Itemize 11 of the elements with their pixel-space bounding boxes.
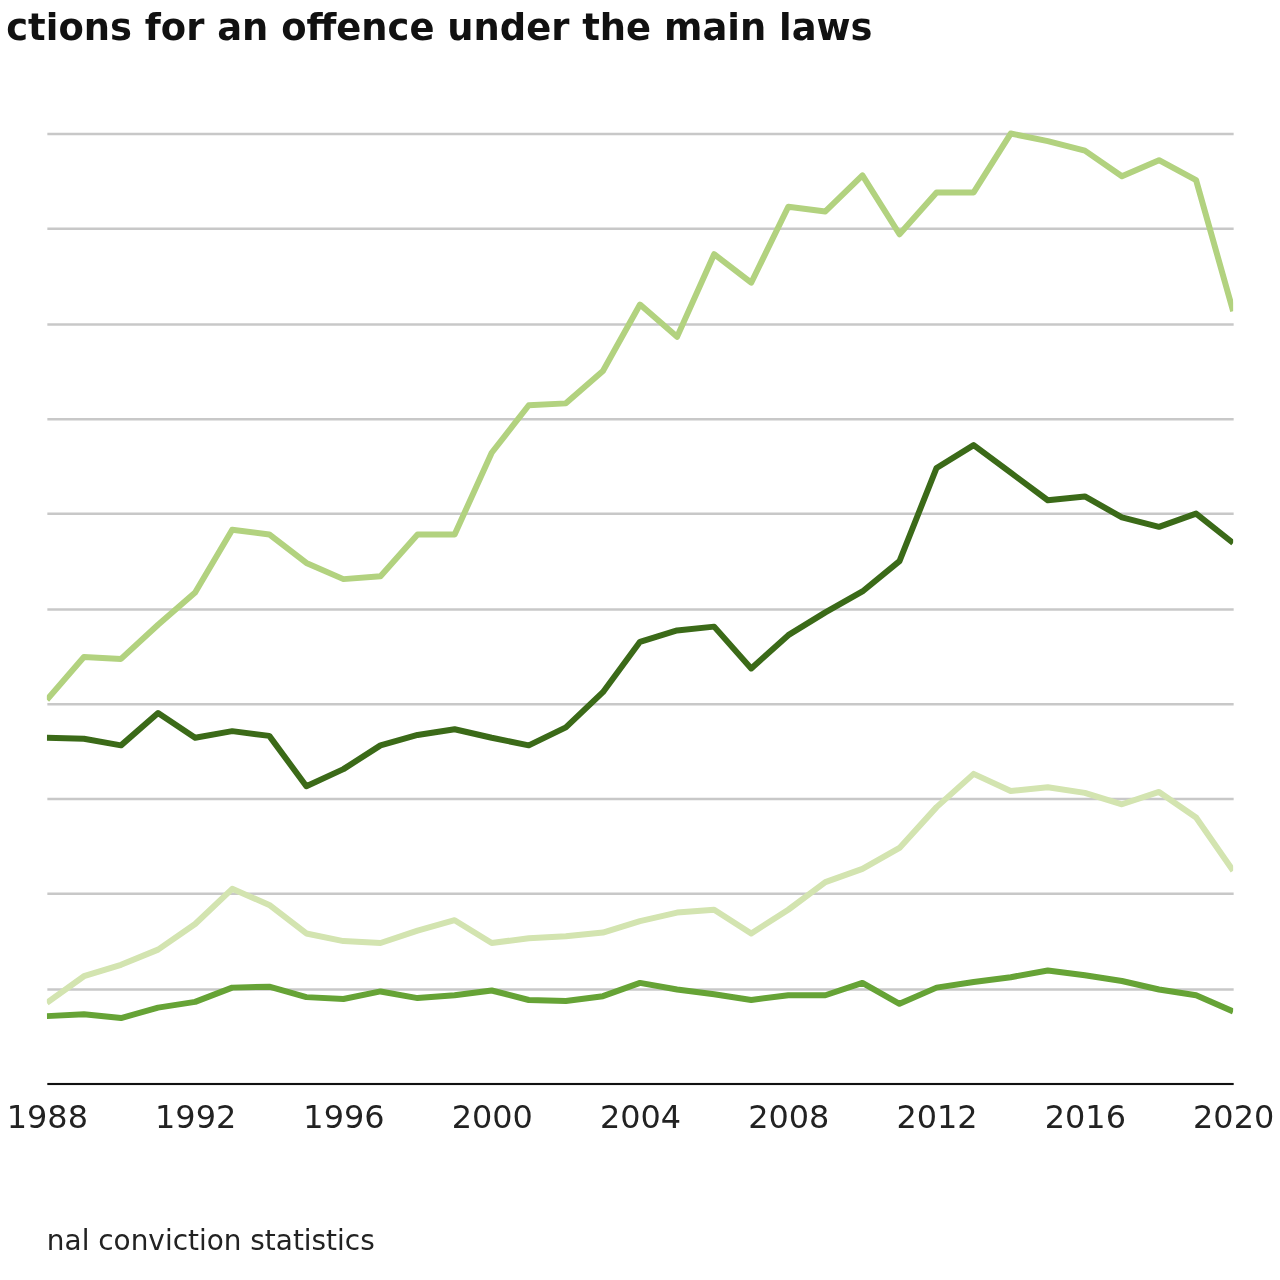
x-tick-label: 2008 bbox=[748, 1097, 830, 1136]
x-tick-label: 2000 bbox=[451, 1097, 533, 1136]
x-tick-label: 2020 bbox=[1193, 1097, 1275, 1136]
x-tick-label: 2016 bbox=[1044, 1097, 1126, 1136]
x-tick-label: 2004 bbox=[599, 1097, 682, 1136]
x-tick-label: 1996 bbox=[303, 1097, 385, 1136]
x-tick-label: 1992 bbox=[155, 1097, 237, 1136]
x-tick-label: 1988 bbox=[6, 1097, 88, 1136]
text: nal conviction statistics bbox=[46, 1224, 375, 1258]
x-tick-label: 2012 bbox=[896, 1097, 978, 1136]
chart-title: ctions for an offence under the main laws bbox=[6, 5, 873, 49]
